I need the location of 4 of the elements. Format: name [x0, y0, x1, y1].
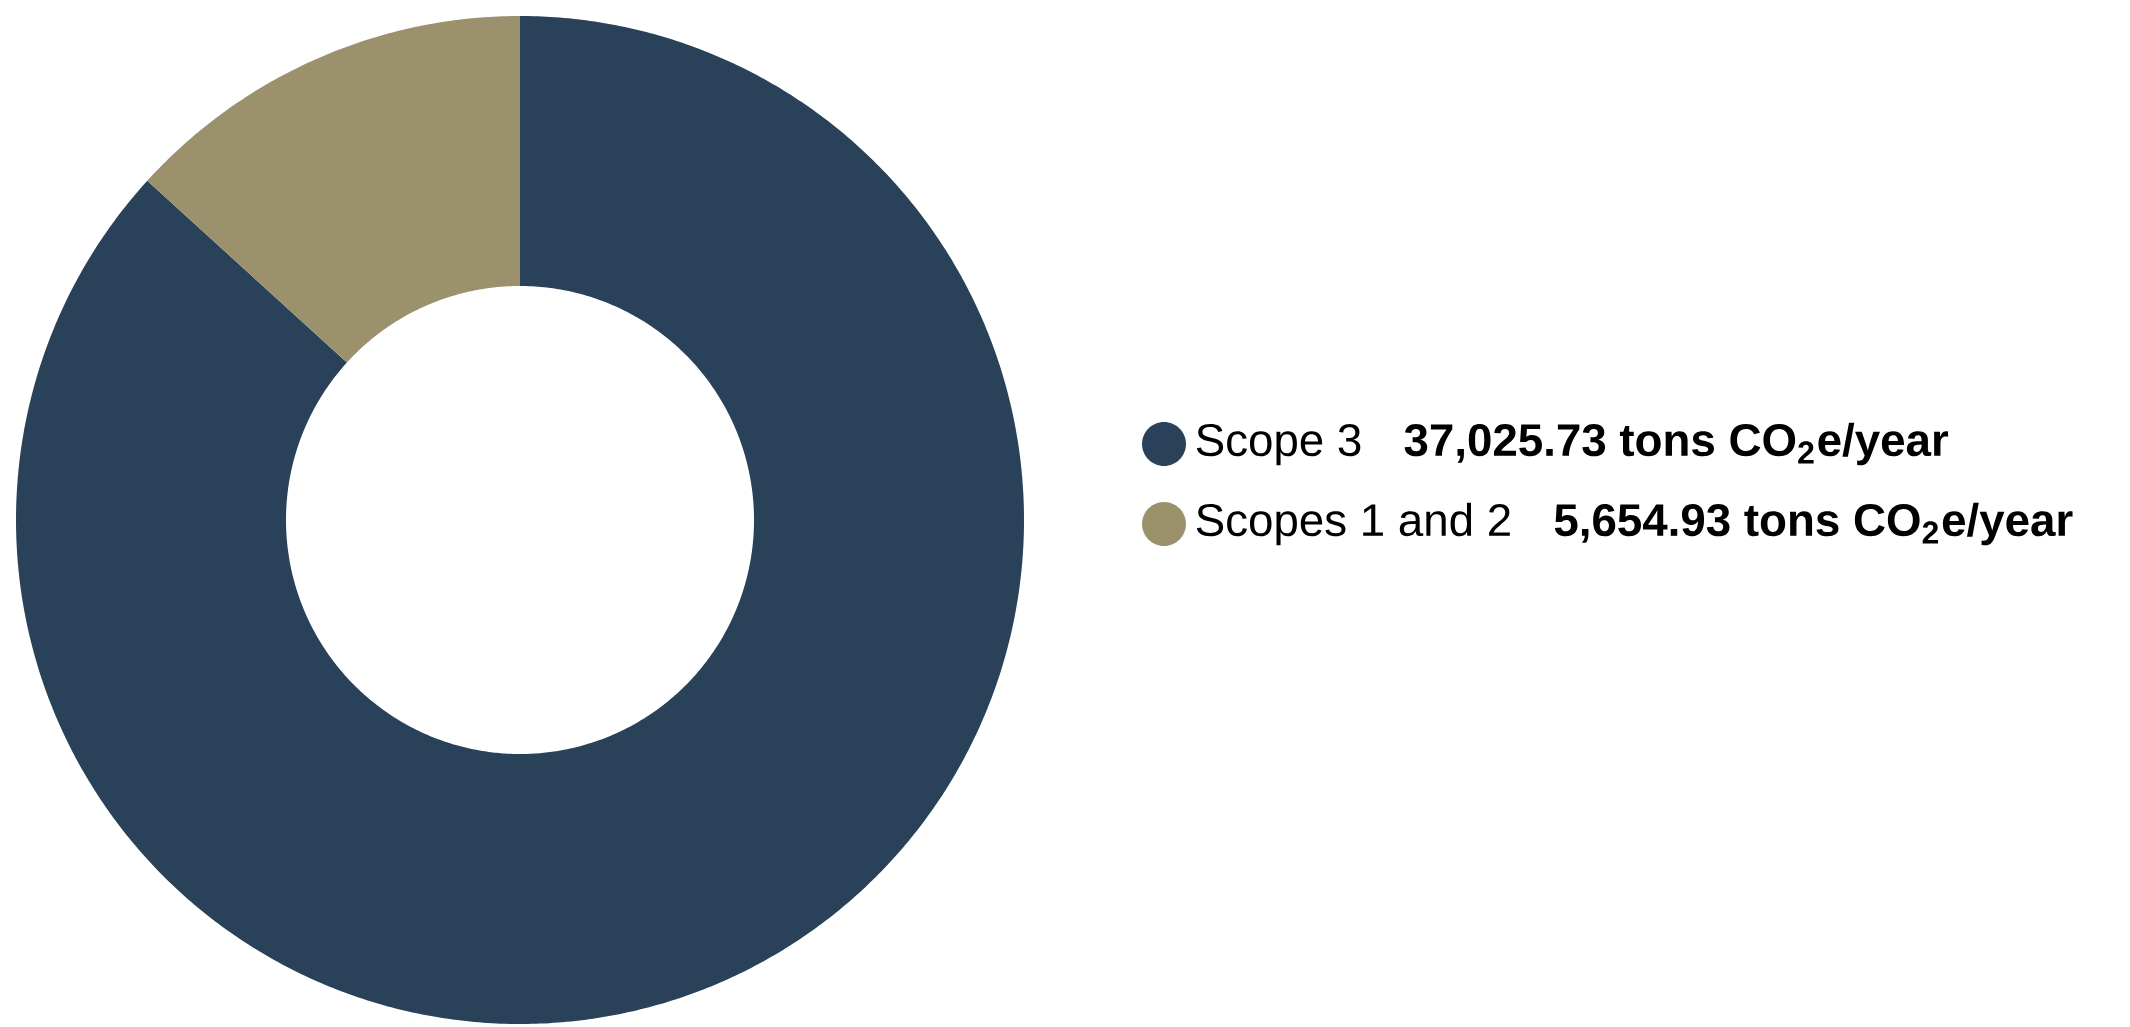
- data-label: 5,654.93 tons CO$_{2}$e/year: [1554, 502, 2073, 546]
- legend-label: Scopes 1 and 2: [1196, 502, 1510, 546]
- legend-label: Scope 3: [1196, 423, 1361, 466]
- data-label: 37,025.73 tons CO$_{2}$e/year: [1404, 422, 1949, 466]
